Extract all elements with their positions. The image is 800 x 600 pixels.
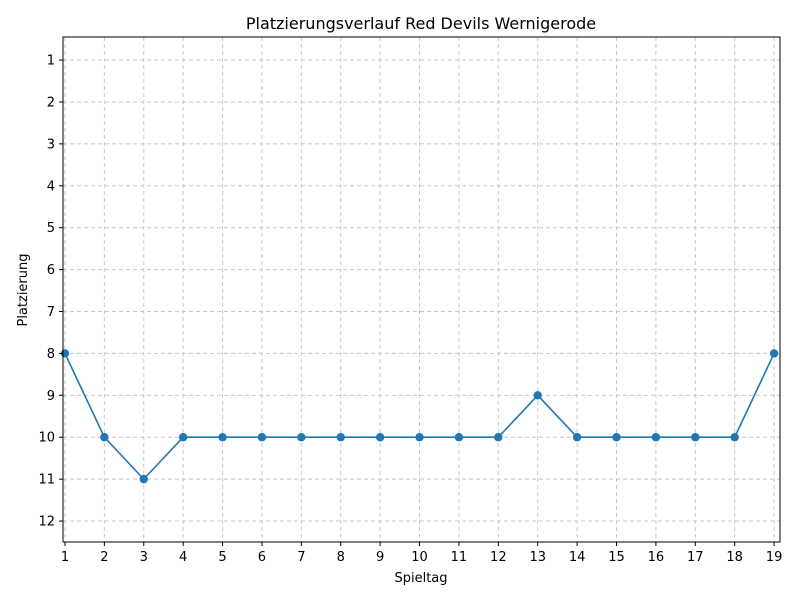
y-tick-label: 7 <box>47 305 55 320</box>
x-tick-label: 10 <box>411 550 428 565</box>
x-tick-label: 5 <box>218 550 226 565</box>
x-tick-label: 16 <box>648 550 665 565</box>
data-point <box>415 433 424 442</box>
y-tick-label: 12 <box>38 515 55 530</box>
y-tick-label: 10 <box>38 431 55 446</box>
data-point <box>139 474 148 484</box>
y-tick-label: 3 <box>47 137 55 152</box>
data-point <box>730 433 739 442</box>
y-tick-label: 4 <box>47 179 55 194</box>
y-tick-label: 9 <box>47 389 55 404</box>
x-tick-label: 15 <box>608 550 625 565</box>
data-point <box>769 349 779 358</box>
data-point <box>100 433 109 442</box>
y-tick-label: 2 <box>47 95 55 110</box>
y-axis-title: Platzierung <box>16 253 31 326</box>
data-point <box>297 433 306 442</box>
x-tick-label: 12 <box>490 550 507 565</box>
x-tick-label: 2 <box>100 550 108 565</box>
chart-title: Platzierungsverlauf Red Devils Wernigero… <box>246 14 596 33</box>
data-point <box>533 391 542 400</box>
data-point <box>375 433 385 442</box>
data-point <box>336 433 345 442</box>
data-point <box>572 433 582 442</box>
x-tick-label: 3 <box>140 550 148 565</box>
x-tick-label: 4 <box>179 550 187 565</box>
y-tick-label: 8 <box>47 347 55 362</box>
data-point <box>612 433 621 442</box>
x-tick-label: 13 <box>529 550 546 565</box>
y-tick-label: 11 <box>38 473 55 488</box>
data-point <box>218 433 227 442</box>
y-tick-label: 1 <box>47 54 55 69</box>
series-layer <box>60 349 779 484</box>
grid <box>63 37 780 542</box>
data-point <box>257 433 267 442</box>
data-point <box>691 433 700 442</box>
data-point <box>178 433 188 442</box>
data-point <box>454 433 464 442</box>
data-point <box>651 433 661 442</box>
x-tick-label: 11 <box>451 550 468 565</box>
x-tick-label: 14 <box>569 550 586 565</box>
x-tick-label: 18 <box>726 550 743 565</box>
x-tick-label: 6 <box>258 550 266 565</box>
x-tick-label: 9 <box>376 550 384 565</box>
x-tick-label: 7 <box>297 550 305 565</box>
y-tick-label: 6 <box>47 263 55 278</box>
y-tick-label: 5 <box>47 221 55 236</box>
x-tick-label: 8 <box>337 550 345 565</box>
x-tick-label: 17 <box>687 550 704 565</box>
x-tick-label: 19 <box>766 550 783 565</box>
plot-frame <box>62 36 781 543</box>
data-point <box>494 433 503 442</box>
x-axis: 1 2 3 4 5 6 7 8 9 10 11 12 13 14 15 16 17 18 19 <box>61 542 783 565</box>
x-tick-label: 1 <box>61 550 69 565</box>
x-axis-title: Spieltag <box>394 571 447 586</box>
